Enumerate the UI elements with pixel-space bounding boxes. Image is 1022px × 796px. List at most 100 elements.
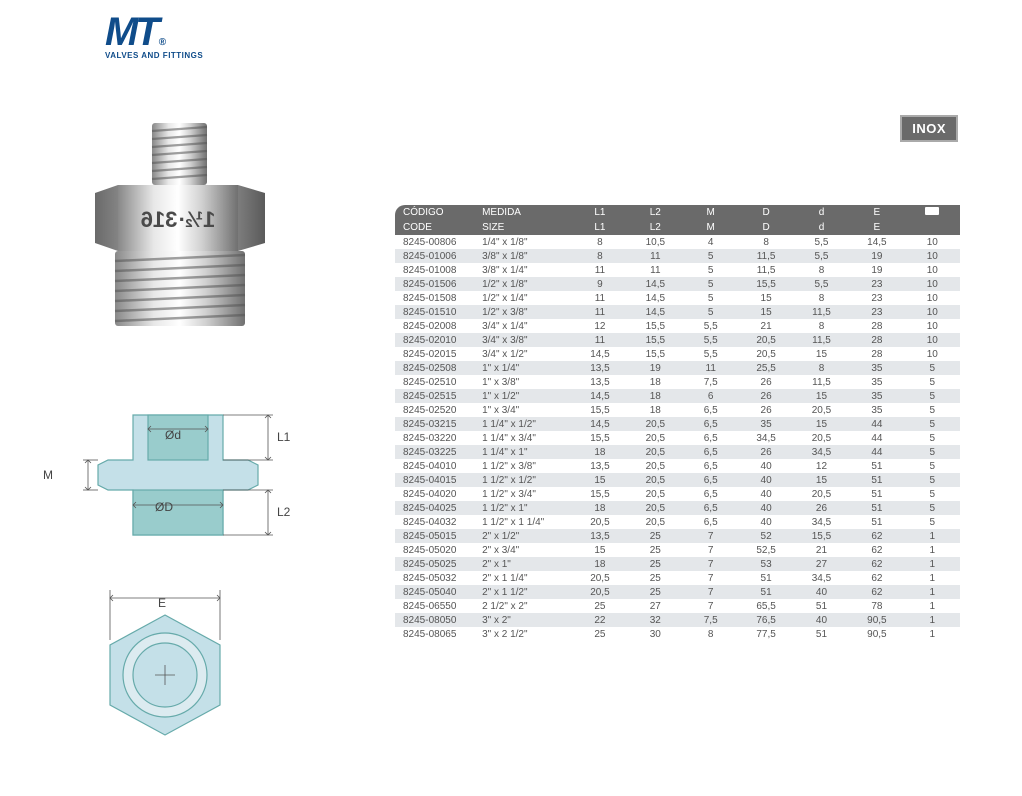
table-cell: 40 [794, 613, 849, 627]
col-header: E [849, 220, 904, 235]
table-cell: 11,5 [794, 305, 849, 319]
table-cell: 20,5 [794, 431, 849, 445]
table-row: 8245-008061/4" x 1/8"810,5485,514,510 [395, 235, 960, 249]
dimension-diagram-top [70, 590, 260, 760]
table-cell: 3/8" x 1/4" [478, 263, 572, 277]
table-cell: 35 [849, 375, 904, 389]
table-cell: 15,5 [628, 333, 683, 347]
table-cell: 8 [572, 235, 627, 249]
table-cell: 40 [738, 487, 793, 501]
inox-badge: INOX [900, 115, 958, 142]
table-cell: 78 [849, 599, 904, 613]
table-cell: 11 [572, 263, 627, 277]
table-row: 8245-032151 1/4" x 1/2"14,520,56,5351544… [395, 417, 960, 431]
table-cell: 14,5 [628, 305, 683, 319]
table-row: 8245-032201 1/4" x 3/4"15,520,56,534,520… [395, 431, 960, 445]
table-row: 8245-032251 1/4" x 1"1820,56,52634,5445 [395, 445, 960, 459]
table-cell: 10 [905, 319, 960, 333]
table-cell: 20,5 [794, 403, 849, 417]
table-cell: 1 [905, 613, 960, 627]
table-cell: 1 [905, 585, 960, 599]
table-cell: 3/8" x 1/8" [478, 249, 572, 263]
col-header: L2 [628, 220, 683, 235]
table-cell: 44 [849, 431, 904, 445]
col-header: d [794, 205, 849, 220]
table-cell: 5,5 [794, 277, 849, 291]
table-cell: 18 [572, 445, 627, 459]
table-cell: 1 [905, 557, 960, 571]
table-cell: 11 [572, 333, 627, 347]
table-cell: 19 [849, 249, 904, 263]
table-cell: 20,5 [628, 473, 683, 487]
table-cell: 5 [905, 459, 960, 473]
registered-mark: ® [159, 37, 166, 48]
table-row: 8245-040201 1/2" x 3/4"15,520,56,54020,5… [395, 487, 960, 501]
col-header: L1 [572, 205, 627, 220]
table-cell: 10 [905, 235, 960, 249]
col-header: D [738, 205, 793, 220]
table-cell: 10 [905, 263, 960, 277]
table-cell: 8245-05020 [395, 543, 478, 557]
col-header: SIZE [478, 220, 572, 235]
table-row: 8245-040151 1/2" x 1/2"1520,56,54015515 [395, 473, 960, 487]
table-cell: 90,5 [849, 613, 904, 627]
dimension-diagram-side [38, 405, 308, 545]
table-cell: 27 [794, 557, 849, 571]
table-cell: 12 [794, 459, 849, 473]
table-body: 8245-008061/4" x 1/8"810,5485,514,510824… [395, 235, 960, 641]
table-row: 8245-050202" x 3/4"1525752,521621 [395, 543, 960, 557]
table-cell: 1 [905, 529, 960, 543]
table-cell: 20,5 [628, 459, 683, 473]
table-cell: 20,5 [572, 515, 627, 529]
table-cell: 1 1/2" x 3/8" [478, 459, 572, 473]
table-cell: 10 [905, 249, 960, 263]
table-cell: 44 [849, 445, 904, 459]
table-cell: 8 [683, 627, 738, 641]
table-cell: 51 [849, 487, 904, 501]
table-cell: 25 [628, 585, 683, 599]
table-cell: 6,5 [683, 445, 738, 459]
table-cell: 6,5 [683, 501, 738, 515]
table-cell: 13,5 [572, 361, 627, 375]
table-cell: 11 [572, 291, 627, 305]
table-cell: 8 [794, 319, 849, 333]
table-cell: 5 [905, 515, 960, 529]
table-cell: 20,5 [628, 515, 683, 529]
table-cell: 34,5 [794, 515, 849, 529]
table-cell: 8245-01510 [395, 305, 478, 319]
table-cell: 1 1/2" x 1 1/4" [478, 515, 572, 529]
table-cell: 21 [738, 319, 793, 333]
table-cell: 3/4" x 1/2" [478, 347, 572, 361]
table-cell: 20,5 [572, 571, 627, 585]
table-cell: 8245-02508 [395, 361, 478, 375]
table-cell: 40 [738, 473, 793, 487]
table-row: 8245-015101/2" x 3/8"1114,551511,52310 [395, 305, 960, 319]
table-cell: 5 [683, 277, 738, 291]
table-cell: 19 [628, 361, 683, 375]
table-cell: 5 [905, 389, 960, 403]
table-cell: 23 [849, 291, 904, 305]
col-header: L2 [628, 205, 683, 220]
table-cell: 28 [849, 319, 904, 333]
table-cell: 44 [849, 417, 904, 431]
table-cell: 20,5 [738, 347, 793, 361]
table-cell: 51 [794, 599, 849, 613]
col-header: D [738, 220, 793, 235]
table-cell: 8245-00806 [395, 235, 478, 249]
table-cell: 8245-04020 [395, 487, 478, 501]
table-cell: 5 [683, 305, 738, 319]
table-cell: 51 [849, 501, 904, 515]
table-cell: 25 [572, 627, 627, 641]
table-cell: 40 [738, 459, 793, 473]
table-cell: 13,5 [572, 459, 627, 473]
table-cell: 3/4" x 3/8" [478, 333, 572, 347]
table-header: CÓDIGOMEDIDAL1L2MDdE CODESIZEL1L2MDdE [395, 205, 960, 235]
table-cell: 11 [628, 263, 683, 277]
table-cell: 3" x 2 1/2" [478, 627, 572, 641]
table-cell: 8245-04015 [395, 473, 478, 487]
table-cell: 7 [683, 599, 738, 613]
table-cell: 25 [628, 529, 683, 543]
table-cell: 15,5 [572, 403, 627, 417]
table-cell: 52 [738, 529, 793, 543]
table-cell: 8245-05025 [395, 557, 478, 571]
